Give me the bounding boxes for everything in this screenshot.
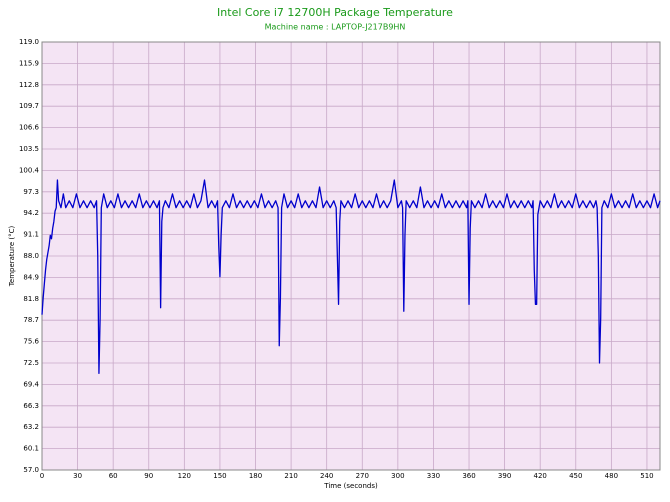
y-tick-label: 72.5	[23, 359, 39, 367]
y-tick-label: 75.6	[23, 338, 39, 346]
x-tick-label: 0	[40, 472, 44, 480]
y-axis-label: Temperature (°C)	[8, 226, 16, 288]
x-axis-label: Time (seconds)	[323, 482, 378, 490]
y-tick-label: 112.8	[19, 81, 39, 89]
x-tick-label: 480	[605, 472, 618, 480]
x-tick-label: 270	[356, 472, 369, 480]
y-tick-label: 91.1	[23, 231, 39, 239]
y-tick-label: 103.5	[19, 145, 39, 153]
x-tick-label: 510	[640, 472, 653, 480]
y-tick-label: 60.1	[23, 445, 39, 453]
x-tick-label: 150	[213, 472, 226, 480]
x-tick-label: 300	[391, 472, 404, 480]
x-tick-label: 120	[178, 472, 191, 480]
x-tick-label: 180	[249, 472, 262, 480]
x-tick-label: 90	[144, 472, 153, 480]
x-tick-label: 420	[534, 472, 547, 480]
y-tick-label: 78.7	[23, 316, 39, 324]
x-tick-label: 390	[498, 472, 511, 480]
y-tick-label: 100.4	[19, 166, 40, 174]
x-tick-label: 360	[462, 472, 475, 480]
plot-border	[41, 41, 661, 471]
y-tick-label: 109.7	[19, 102, 39, 110]
y-tick-label: 63.2	[23, 423, 39, 431]
chart-title: Intel Core i7 12700H Package Temperature	[217, 6, 453, 19]
y-tick-label: 84.9	[23, 273, 39, 281]
y-tick-label: 66.3	[23, 402, 39, 410]
data-line	[41, 179, 661, 374]
y-tick-label: 106.6	[19, 124, 40, 132]
y-tick-label: 88.0	[23, 252, 39, 260]
x-tick-label: 60	[109, 472, 118, 480]
y-tick-label: 81.8	[23, 295, 39, 303]
y-tick-label: 97.3	[23, 188, 39, 196]
chart-subtitle: Machine name : LAPTOP-J217B9HN	[265, 23, 406, 32]
x-tick-label: 240	[320, 472, 333, 480]
x-tick-label: 210	[284, 472, 297, 480]
y-tick-label: 119.0	[19, 38, 39, 46]
x-tick-label: 450	[569, 472, 582, 480]
y-tick-label: 57.0	[23, 466, 39, 474]
y-tick-label: 115.9	[19, 59, 39, 67]
y-tick-label: 94.2	[23, 209, 39, 217]
x-tick-label: 330	[427, 472, 440, 480]
x-tick-label: 30	[73, 472, 82, 480]
y-tick-label: 69.4	[23, 380, 39, 388]
